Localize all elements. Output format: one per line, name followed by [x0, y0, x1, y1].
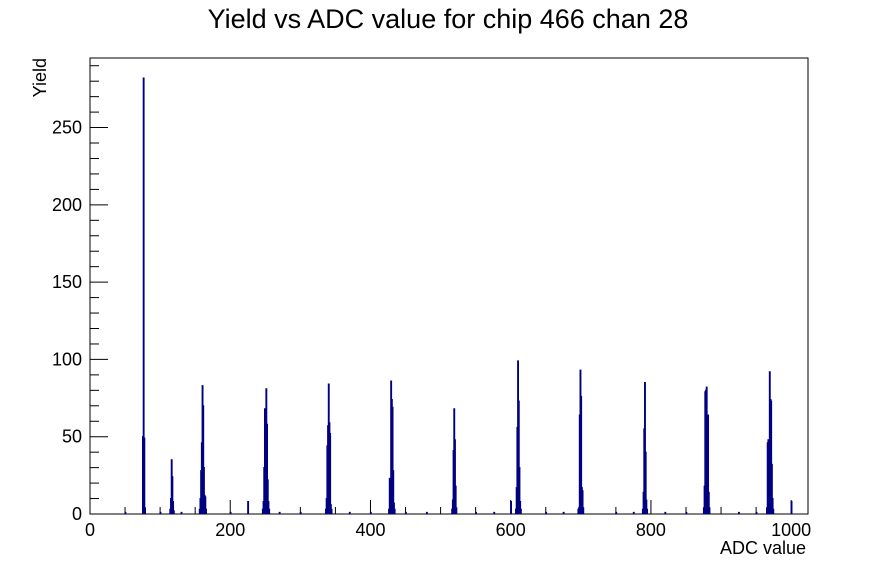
histogram-bin — [266, 479, 269, 514]
histogram-bin — [772, 508, 775, 514]
histogram-bin — [755, 511, 758, 514]
histogram-bin — [790, 501, 793, 514]
histogram-bin — [645, 499, 648, 514]
histogram-bin — [229, 511, 232, 514]
histogram-bin — [632, 511, 635, 514]
histogram-bin — [770, 400, 773, 514]
histogram-bin — [581, 490, 584, 514]
histogram-bin — [247, 501, 250, 514]
histogram-bin — [172, 501, 175, 514]
histogram-bin — [202, 467, 205, 514]
histogram-bin — [142, 77, 145, 514]
histogram-bin — [393, 502, 395, 514]
histogram-bin — [708, 507, 711, 514]
histogram-bin — [299, 511, 302, 514]
histogram-bins — [124, 77, 793, 514]
histogram-bin — [425, 511, 428, 514]
histogram-bin — [582, 507, 585, 514]
y-tick-label: 0 — [72, 504, 82, 524]
x-tick-label: 0 — [85, 520, 95, 540]
histogram-bin — [278, 511, 281, 514]
histogram-bin — [519, 501, 522, 514]
x-tick-label: 600 — [496, 520, 526, 540]
x-axis-title: ADC value — [720, 538, 806, 558]
y-tick-label: 250 — [52, 118, 82, 138]
histogram-bin — [144, 507, 146, 514]
histogram-bin — [707, 491, 710, 514]
y-axis-title: Yield — [30, 58, 50, 97]
histogram-bin — [202, 405, 205, 514]
histogram-bin — [510, 501, 513, 514]
histogram-bin — [329, 433, 332, 514]
histogram-bin — [771, 497, 774, 514]
histogram-bin — [204, 496, 207, 514]
histogram-bin — [266, 423, 268, 514]
histogram-bin — [393, 508, 396, 514]
histogram-bin — [707, 414, 710, 514]
histogram-bin — [391, 406, 394, 514]
histogram-bin — [518, 467, 521, 514]
histogram-bin — [124, 511, 127, 514]
histogram-bin — [369, 511, 372, 514]
plot-frame — [89, 57, 809, 515]
histogram-bin — [580, 395, 583, 514]
histogram-bin — [737, 511, 740, 514]
histogram-bin — [545, 511, 548, 514]
x-tick-label: 800 — [636, 520, 666, 540]
histogram-bin — [267, 501, 270, 514]
x-axis-ticks: 0 200 400 600 800 1000 — [85, 500, 811, 540]
histogram-bin — [664, 511, 667, 514]
x-tick-label: 400 — [355, 520, 385, 540]
y-minor-ticks — [90, 65, 99, 500]
x-tick-label: 200 — [215, 520, 245, 540]
histogram-bin — [268, 508, 271, 514]
y-axis-ticks: 0 50 100 150 200 250 — [52, 118, 108, 524]
histogram-bin — [330, 508, 333, 514]
y-tick-label: 150 — [52, 272, 82, 292]
histogram-bin — [159, 511, 162, 514]
histogram-bin — [562, 511, 565, 514]
histogram-bin — [705, 386, 708, 514]
histogram-bin — [615, 511, 618, 514]
chart-title: Yield vs ADC value for chip 466 chan 28 — [207, 4, 689, 34]
x-tick-label: 1000 — [771, 520, 811, 540]
histogram-bin — [392, 470, 395, 514]
histogram-bin — [455, 507, 458, 514]
histogram-bin — [475, 511, 477, 514]
histogram-bin — [770, 463, 773, 514]
histogram-bin — [493, 511, 496, 514]
histogram-bin — [171, 476, 174, 514]
histogram-bin — [519, 508, 522, 514]
histogram-bin — [517, 400, 520, 514]
histogram-bin — [454, 485, 457, 514]
y-tick-label: 200 — [52, 195, 82, 215]
histogram-bin — [205, 508, 207, 514]
histogram-bin — [180, 511, 183, 514]
histogram-bin — [172, 510, 175, 514]
histogram-bin — [644, 382, 646, 514]
histogram-bin — [143, 437, 146, 514]
histogram-bin — [644, 451, 647, 514]
histogram-bin — [685, 511, 688, 514]
histogram-bin — [404, 511, 407, 514]
histogram-bin — [646, 508, 649, 514]
x-minor-ticks — [124, 507, 757, 514]
y-tick-label: 50 — [62, 427, 82, 447]
histogram-bin — [454, 439, 456, 514]
y-tick-label: 100 — [52, 349, 82, 369]
histogram-bin — [348, 511, 351, 514]
